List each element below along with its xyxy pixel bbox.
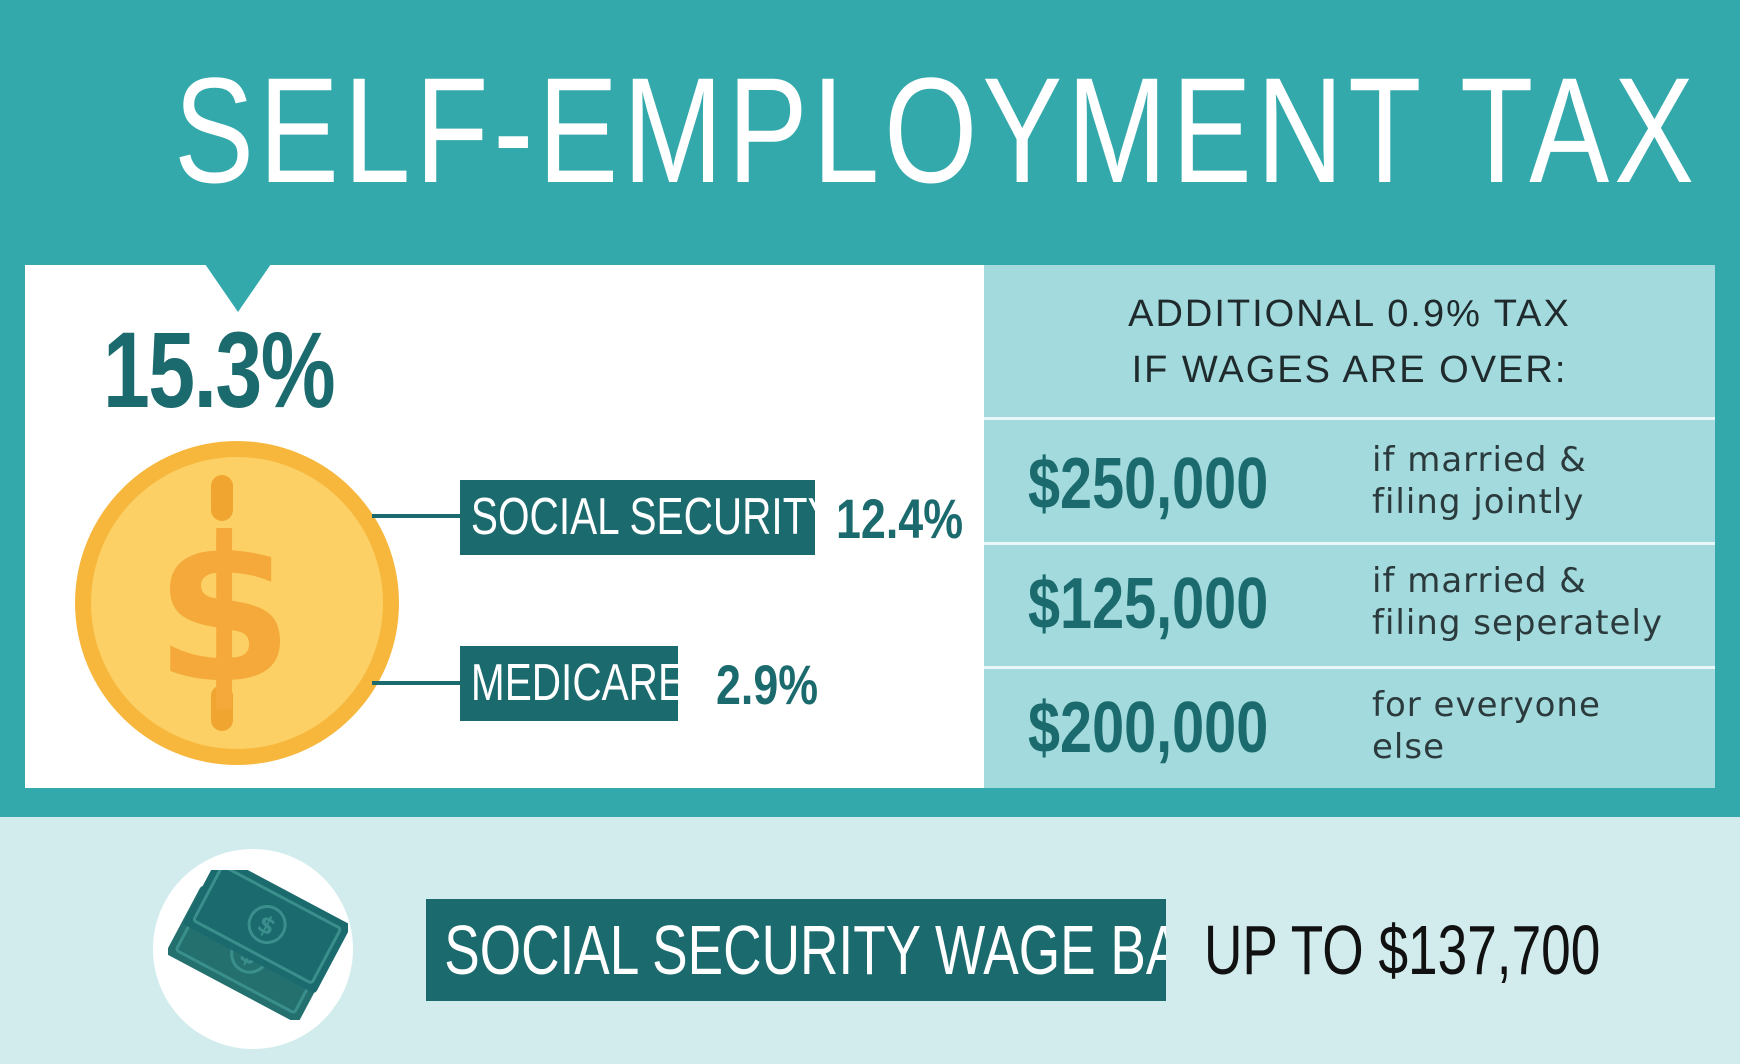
medicare-connector bbox=[372, 681, 462, 685]
wage-base-value: UP TO $137,700 bbox=[1204, 911, 1601, 989]
social-security-connector bbox=[372, 514, 462, 518]
row-divider bbox=[984, 542, 1715, 545]
threshold-description-line1: if married & bbox=[1372, 440, 1587, 480]
threshold-description-line2: else bbox=[1372, 727, 1445, 767]
pointer-notch bbox=[205, 264, 271, 312]
wage-base-label-text: SOCIAL SECURITY WAGE BASE bbox=[444, 911, 1166, 989]
medicare-label-text: MEDICARE bbox=[470, 654, 678, 712]
additional-tax-panel bbox=[984, 265, 1715, 788]
medicare-label: MEDICARE bbox=[460, 646, 678, 721]
additional-tax-heading-line1: ADDITIONAL 0.9% TAX bbox=[1128, 293, 1571, 335]
threshold-description: if married & filing seperately bbox=[1372, 560, 1712, 644]
cash-bills-icon: $ $ bbox=[168, 870, 348, 1020]
threshold-description: for everyone else bbox=[1372, 684, 1712, 768]
threshold-description-line1: for everyone bbox=[1372, 685, 1601, 725]
wage-base-label: SOCIAL SECURITY WAGE BASE bbox=[426, 899, 1166, 1001]
svg-text:$: $ bbox=[154, 495, 293, 728]
threshold-description-line2: filing seperately bbox=[1372, 603, 1664, 643]
total-rate: 15.3% bbox=[103, 309, 336, 430]
social-security-label: SOCIAL SECURITY bbox=[460, 480, 815, 555]
additional-tax-heading-line2: IF WAGES ARE OVER: bbox=[1131, 349, 1568, 391]
threshold-amount: $200,000 bbox=[1028, 688, 1269, 768]
threshold-amount: $250,000 bbox=[1028, 444, 1269, 524]
social-security-label-text: SOCIAL SECURITY bbox=[470, 488, 815, 546]
page-title: SELF-EMPLOYMENT TAX RATE bbox=[174, 46, 1740, 214]
threshold-description-line1: if married & bbox=[1372, 561, 1587, 601]
row-divider bbox=[984, 666, 1715, 669]
additional-tax-heading: ADDITIONAL 0.9% TAX IF WAGES ARE OVER: bbox=[984, 286, 1715, 398]
threshold-description-line2: filing jointly bbox=[1372, 482, 1585, 522]
threshold-description: if married & filing jointly bbox=[1372, 439, 1712, 523]
social-security-rate: 12.4% bbox=[836, 487, 964, 550]
threshold-amount: $125,000 bbox=[1028, 564, 1269, 644]
medicare-rate: 2.9% bbox=[716, 653, 819, 716]
dollar-coin-icon: $ bbox=[75, 441, 399, 765]
row-divider bbox=[984, 417, 1715, 420]
